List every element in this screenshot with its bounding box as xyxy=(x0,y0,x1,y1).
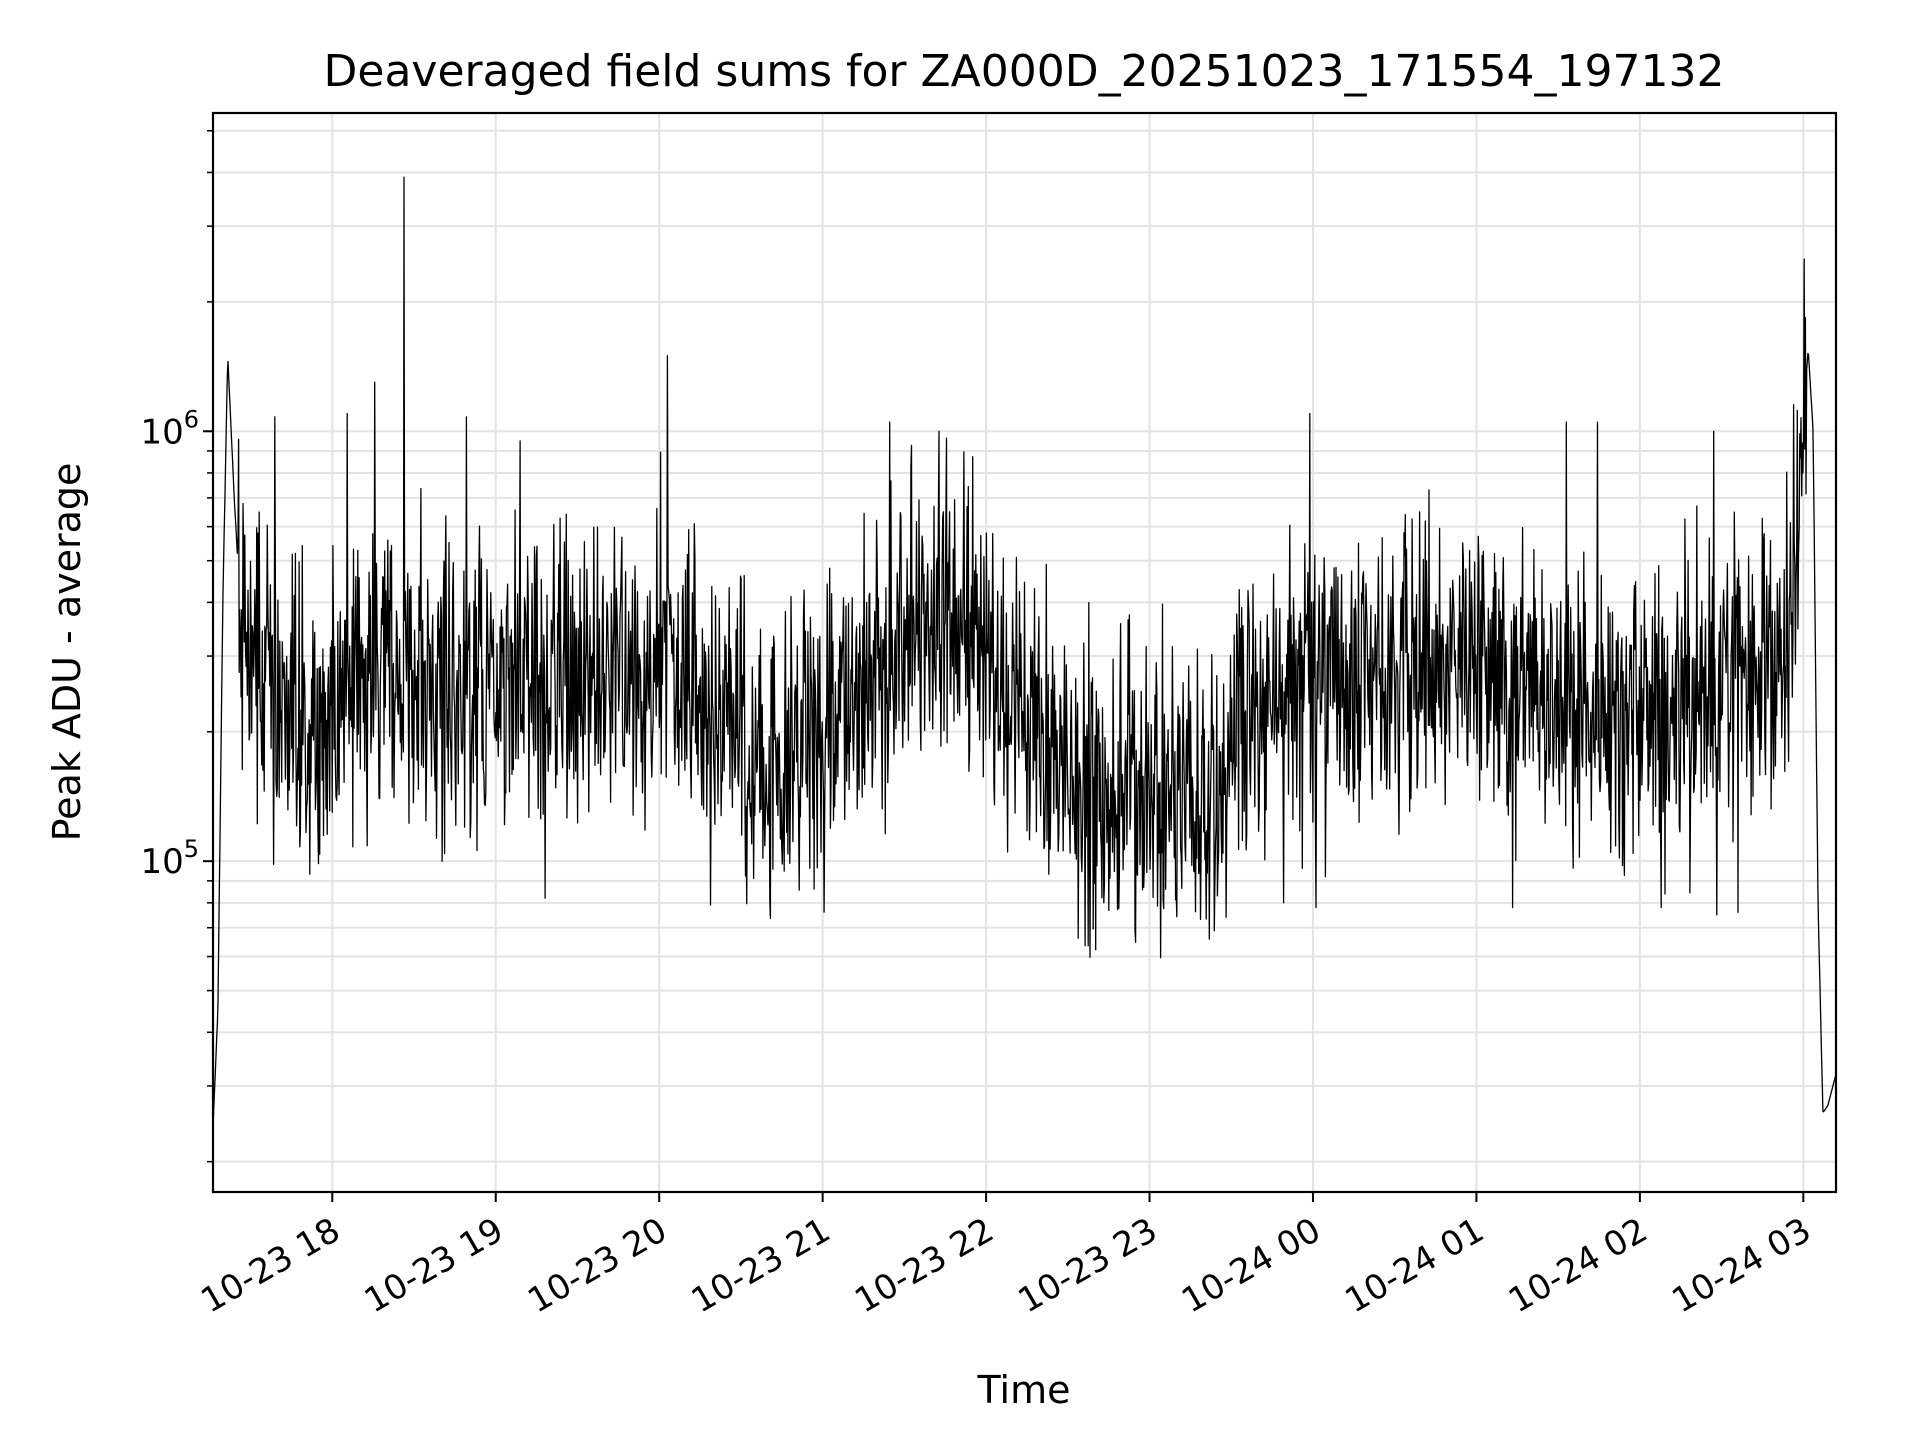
plot-series-group xyxy=(212,176,1837,1128)
y-tick-label: 105 xyxy=(140,835,199,882)
y-axis-label: Peak ADU - average xyxy=(45,463,89,842)
y-tick-label: 106 xyxy=(140,405,199,452)
series-line xyxy=(212,176,1837,1128)
chart-title: Deaveraged field sums for ZA000D_2025102… xyxy=(324,46,1725,97)
plot-frame xyxy=(211,111,1838,1194)
x-axis-label: Time xyxy=(977,1368,1071,1412)
